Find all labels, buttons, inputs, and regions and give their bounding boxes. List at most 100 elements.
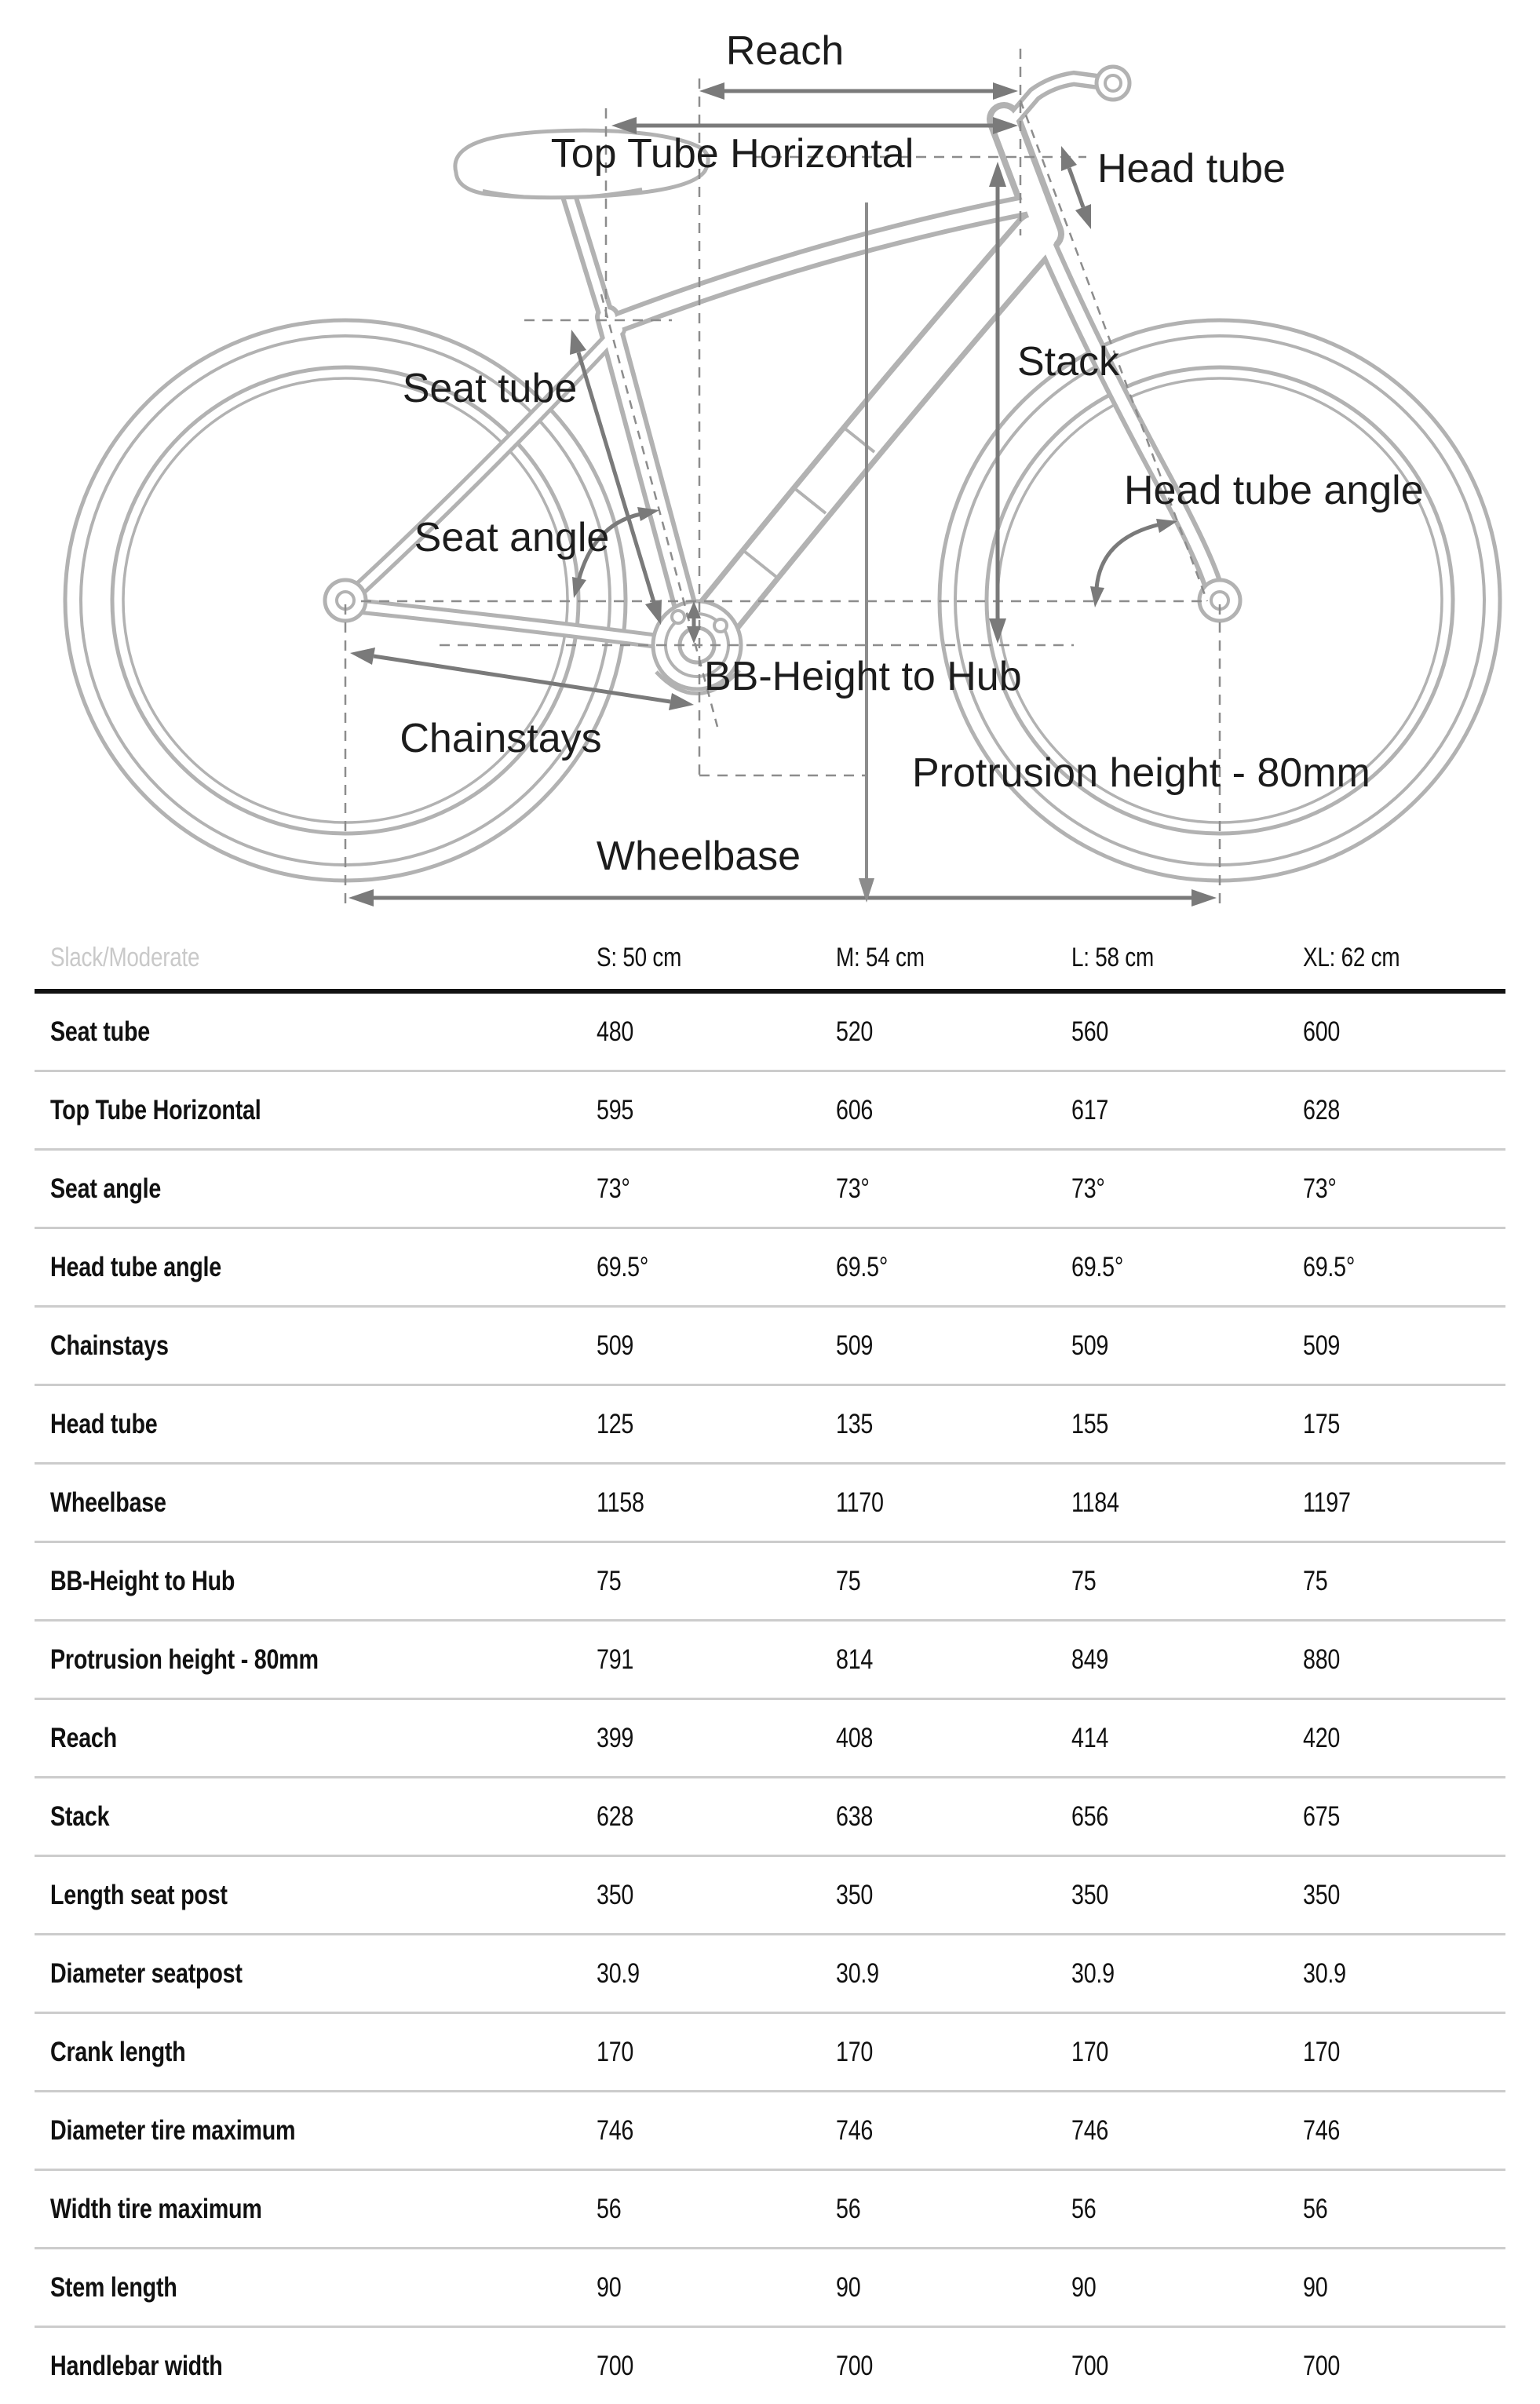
- row-value-xl: 600: [1303, 1016, 1341, 1047]
- dimension-arrows: [349, 82, 1217, 907]
- row-label: Protrusion height - 80mm: [50, 1643, 319, 1675]
- row-value-m: 638: [836, 1800, 874, 1832]
- row-value-s: 595: [597, 1094, 634, 1125]
- row-label: Diameter seatpost: [50, 1957, 243, 1989]
- row-value-s: 746: [597, 2114, 634, 2146]
- row-value-xl: 1197: [1303, 1487, 1351, 1518]
- guide-lines: [344, 49, 1221, 904]
- row-value-xl: 30.9: [1303, 1957, 1346, 1989]
- geometry-table: Slack/Moderate S: 50 cm M: 54 cm L: 58 c…: [35, 926, 1505, 2404]
- table-row: Head tube angle 69.5° 69.5° 69.5° 69.5°: [35, 1229, 1505, 1308]
- row-value-l: 155: [1071, 1408, 1109, 1439]
- column-header-xl: XL: 62 cm: [1303, 942, 1400, 972]
- seat-angle-label: Seat angle: [414, 515, 610, 560]
- row-value-s: 73°: [597, 1173, 630, 1204]
- row-value-xl: 69.5°: [1303, 1251, 1356, 1282]
- column-header-s: S: 50 cm: [597, 942, 682, 972]
- row-label: Width tire maximum: [50, 2193, 262, 2224]
- column-header-m: M: 54 cm: [836, 942, 925, 972]
- row-value-m: 606: [836, 1094, 874, 1125]
- row-value-l: 69.5°: [1071, 1251, 1124, 1282]
- table-row: Wheelbase 1158 1170 1184 1197: [35, 1465, 1505, 1543]
- table-row: Reach 399 408 414 420: [35, 1700, 1505, 1778]
- table-row: Stack 628 638 656 675: [35, 1778, 1505, 1857]
- row-value-s: 700: [597, 2350, 634, 2381]
- row-label: Crank length: [50, 2036, 186, 2067]
- row-value-s: 628: [597, 1800, 634, 1832]
- head-tube-label: Head tube: [1097, 146, 1286, 192]
- reach-label: Reach: [726, 28, 844, 74]
- row-value-l: 414: [1071, 1722, 1109, 1753]
- table-row: Length seat post 350 350 350 350: [35, 1857, 1505, 1935]
- row-value-xl: 175: [1303, 1408, 1341, 1439]
- row-value-xl: 700: [1303, 2350, 1341, 2381]
- table-row: BB-Height to Hub 75 75 75 75: [35, 1543, 1505, 1622]
- saddle-icon: [453, 128, 710, 200]
- row-value-s: 90: [597, 2271, 622, 2303]
- rear-hub-icon: [323, 578, 368, 623]
- row-value-xl: 73°: [1303, 1173, 1337, 1204]
- row-value-l: 617: [1071, 1094, 1109, 1125]
- table-header-row: Slack/Moderate S: 50 cm M: 54 cm L: 58 c…: [35, 926, 1505, 994]
- row-label: Length seat post: [50, 1879, 228, 1910]
- row-value-m: 408: [836, 1722, 874, 1753]
- row-value-l: 56: [1071, 2193, 1097, 2224]
- row-value-xl: 880: [1303, 1643, 1341, 1675]
- row-value-xl: 675: [1303, 1800, 1341, 1832]
- table-row: Handlebar width 700 700 700 700: [35, 2328, 1505, 2404]
- table-row: Protrusion height - 80mm 791 814 849 880: [35, 1622, 1505, 1700]
- head-tube-angle-label: Head tube angle: [1124, 468, 1424, 513]
- bike-geometry-diagram: Reach Top Tube Horizontal Head tube Stac…: [63, 28, 1502, 907]
- row-value-s: 75: [597, 1565, 622, 1596]
- row-value-l: 350: [1071, 1879, 1109, 1910]
- table-title: Slack/Moderate: [50, 942, 200, 972]
- bb-height-to-hub-label: BB-Height to Hub: [704, 654, 1022, 699]
- table-body: Seat tube 480 520 560 600 Top Tube Horiz…: [35, 994, 1505, 2404]
- row-value-m: 135: [836, 1408, 874, 1439]
- row-value-s: 170: [597, 2036, 634, 2067]
- row-value-l: 30.9: [1071, 1957, 1115, 1989]
- top-tube-horizontal-label: Top Tube Horizontal: [551, 131, 914, 177]
- table-row: Diameter tire maximum 746 746 746 746: [35, 2092, 1505, 2171]
- row-value-xl: 628: [1303, 1094, 1341, 1125]
- row-value-l: 73°: [1071, 1173, 1105, 1204]
- row-value-l: 509: [1071, 1330, 1109, 1361]
- row-value-s: 509: [597, 1330, 634, 1361]
- diagram-area: Reach Top Tube Horizontal Head tube Stac…: [0, 0, 1540, 926]
- row-value-m: 520: [836, 1016, 874, 1047]
- row-label: Handlebar width: [50, 2350, 223, 2381]
- row-label: Head tube: [50, 1408, 158, 1439]
- row-value-s: 69.5°: [597, 1251, 649, 1282]
- row-value-s: 350: [597, 1879, 634, 1910]
- row-label: Wheelbase: [50, 1487, 166, 1518]
- table-row: Diameter seatpost 30.9 30.9 30.9 30.9: [35, 1935, 1505, 2014]
- row-value-m: 1170: [836, 1487, 884, 1518]
- column-header-l: L: 58 cm: [1071, 942, 1154, 972]
- row-label: Reach: [50, 1722, 117, 1753]
- protrusion-line: [859, 202, 874, 903]
- row-value-s: 399: [597, 1722, 634, 1753]
- row-value-m: 170: [836, 2036, 874, 2067]
- row-label: Head tube angle: [50, 1251, 221, 1282]
- table-row: Head tube 125 135 155 175: [35, 1386, 1505, 1465]
- table-row: Crank length 170 170 170 170: [35, 2014, 1505, 2092]
- row-value-xl: 170: [1303, 2036, 1341, 2067]
- row-value-m: 56: [836, 2193, 861, 2224]
- row-value-xl: 75: [1303, 1565, 1328, 1596]
- table-row: Seat angle 73° 73° 73° 73°: [35, 1151, 1505, 1229]
- front-hub-icon: [1197, 578, 1243, 623]
- table-row: Seat tube 480 520 560 600: [35, 994, 1505, 1072]
- row-label: Seat angle: [50, 1173, 162, 1204]
- row-value-xl: 746: [1303, 2114, 1341, 2146]
- row-value-l: 656: [1071, 1800, 1109, 1832]
- row-label: Stem length: [50, 2271, 177, 2303]
- row-value-xl: 90: [1303, 2271, 1328, 2303]
- row-value-s: 480: [597, 1016, 634, 1047]
- row-value-l: 90: [1071, 2271, 1097, 2303]
- row-value-m: 30.9: [836, 1957, 879, 1989]
- table-title-cell: Slack/Moderate: [35, 943, 597, 973]
- row-value-s: 1158: [597, 1487, 644, 1518]
- table-row: Chainstays 509 509 509 509: [35, 1308, 1505, 1386]
- row-label: Chainstays: [50, 1330, 169, 1361]
